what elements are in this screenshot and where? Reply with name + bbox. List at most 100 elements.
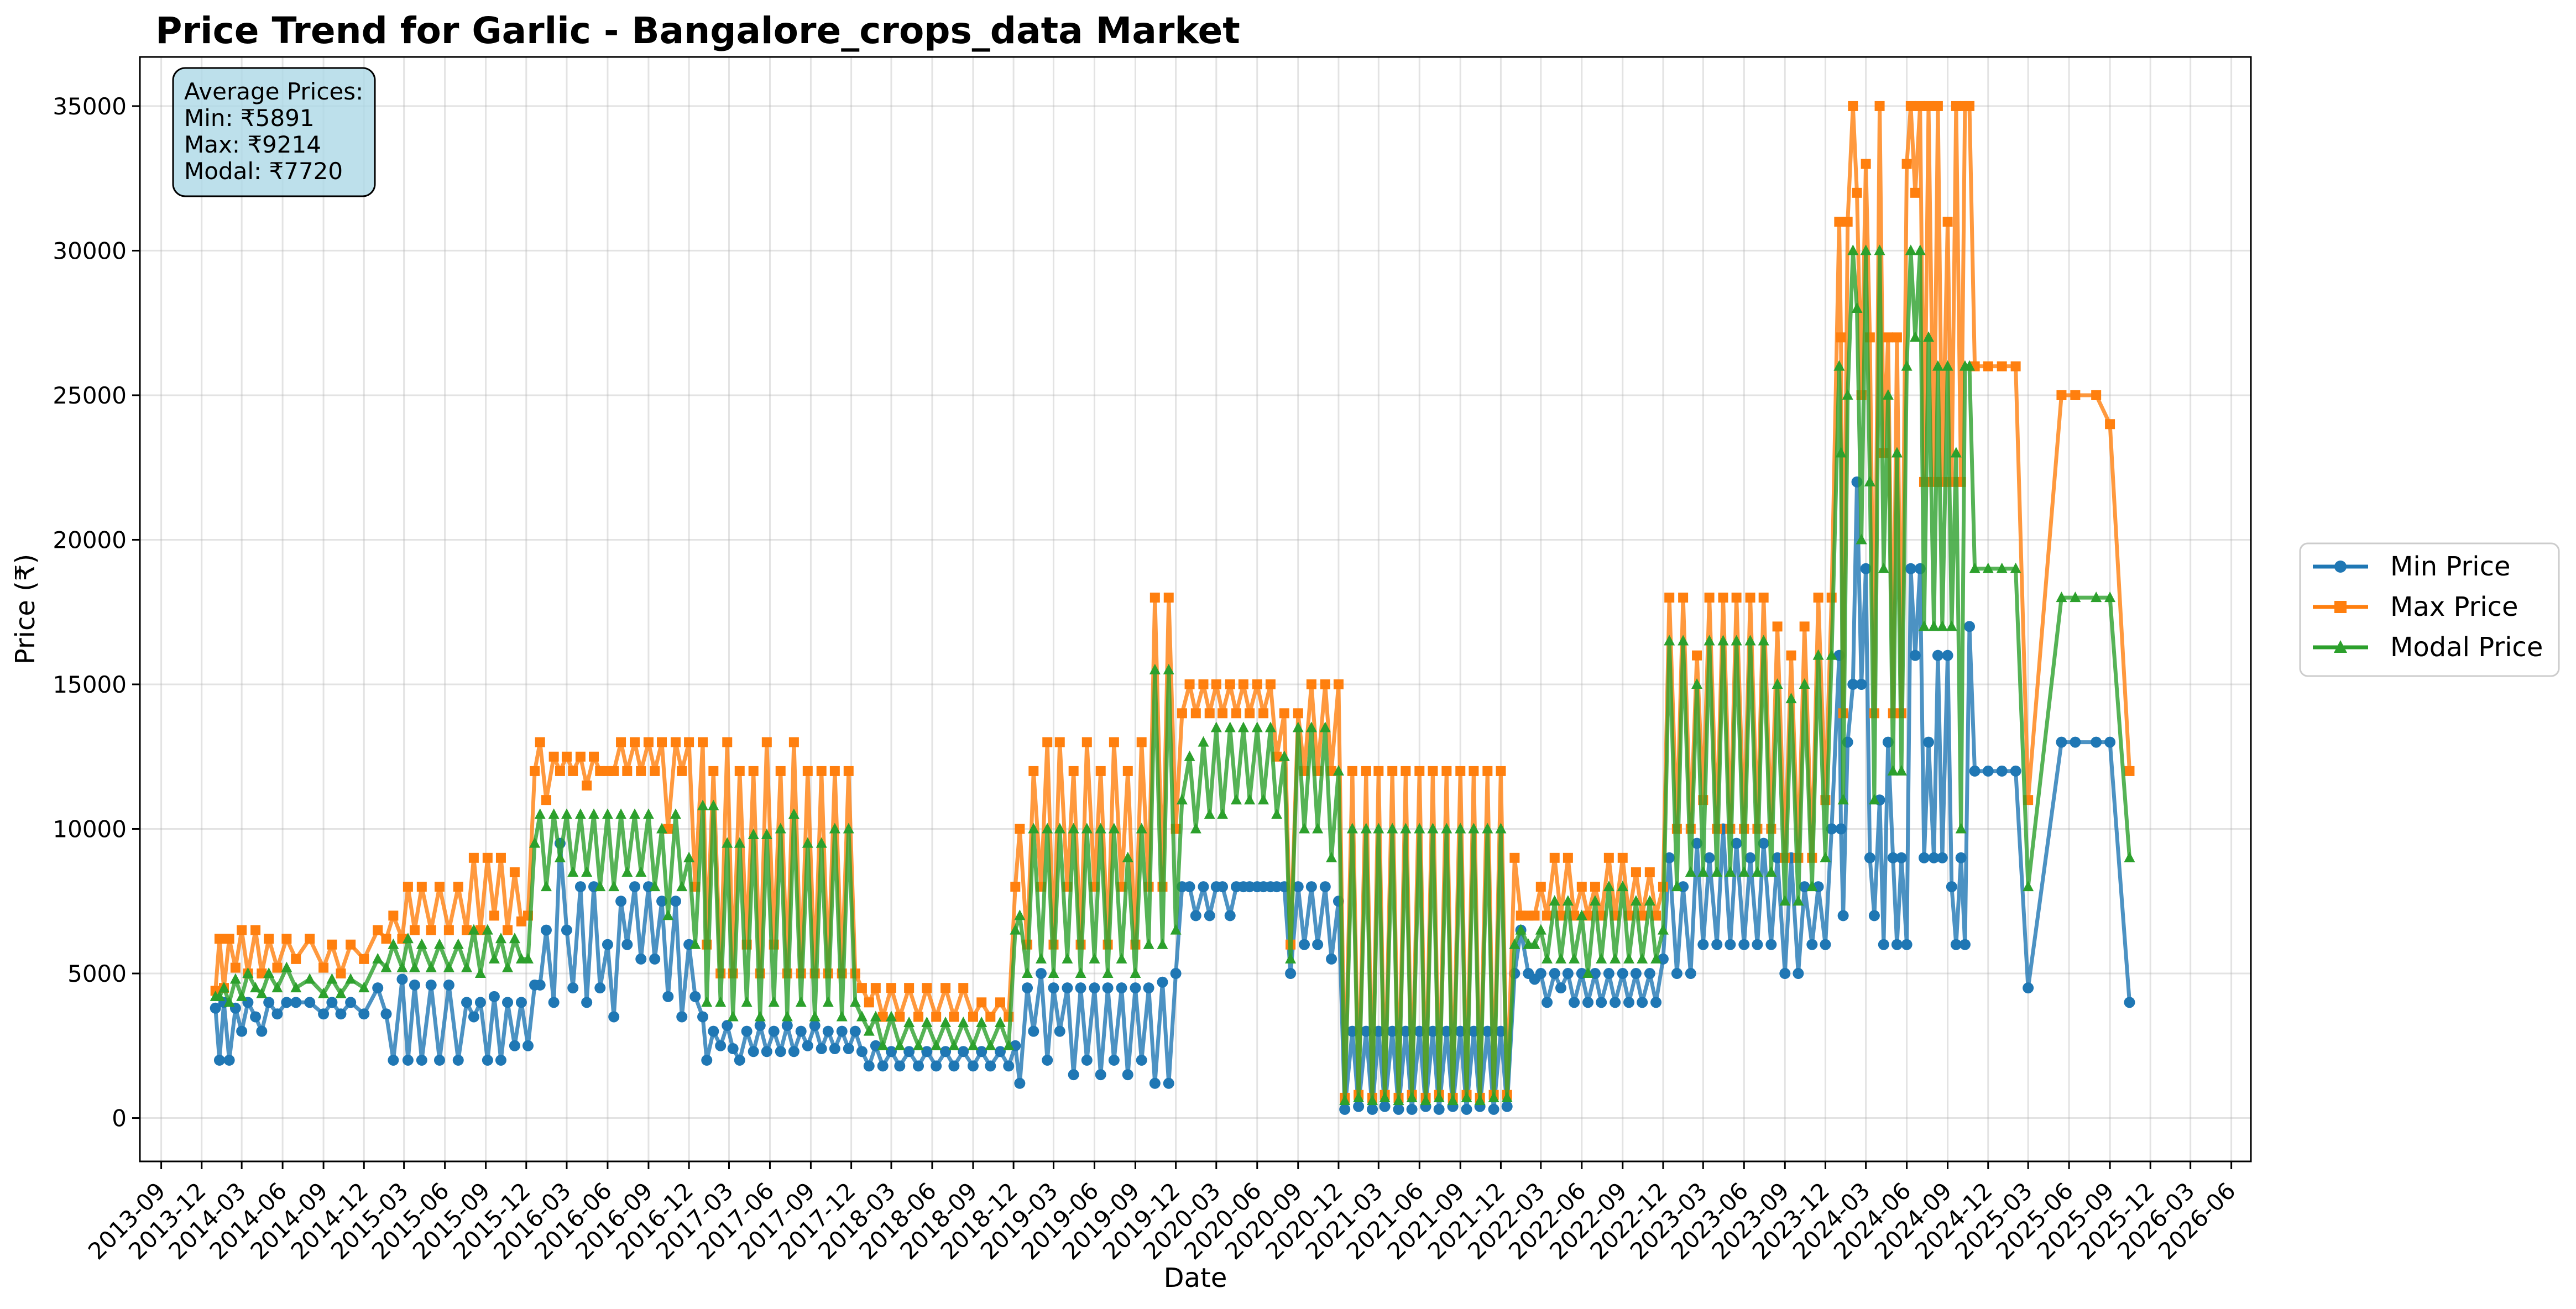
data-point-modal-price [829,823,840,834]
data-point-modal-price [1603,881,1614,892]
data-point-modal-price [468,924,479,935]
data-point-modal-price [642,808,654,819]
data-point-max-price [904,983,915,993]
data-point-modal-price [741,996,753,1007]
data-point-modal-price [1312,823,1324,834]
data-point-modal-price [1373,823,1384,834]
data-point-max-price [1428,766,1438,776]
data-point-max-price [281,934,292,944]
data-point-max-price [684,737,694,747]
data-point-modal-price [1678,635,1689,646]
data-point-modal-price [2091,591,2102,603]
data-point-modal-price [958,1016,969,1027]
data-point-max-price [575,751,586,762]
data-point-max-price [1901,159,1912,169]
data-point-max-price [291,954,301,964]
data-point-min-price [1671,968,1683,980]
data-point-modal-price [715,996,727,1007]
data-point-modal-price [1936,620,1948,631]
data-point-modal-price [802,837,813,848]
data-point-modal-price [1860,244,1872,255]
data-point-min-price [1367,1103,1378,1115]
legend-label-min-price: Min Price [2390,551,2511,582]
data-point-modal-price [602,808,613,819]
data-point-modal-price [1820,851,1831,862]
average-min-price: Min: ₹5891 [184,104,315,132]
data-point-min-price [1569,997,1580,1008]
data-point-max-price [670,737,681,747]
data-point-modal-price [409,961,420,972]
data-point-max-price [609,766,619,776]
data-point-min-price [1963,621,1975,632]
data-point-min-price [615,896,627,907]
data-point-min-price [1603,968,1614,980]
data-point-min-price [629,881,640,893]
data-point-max-price [1563,852,1573,863]
data-point-modal-price [452,938,464,949]
data-point-min-price [885,1046,897,1057]
data-point-min-price [788,1046,800,1057]
data-point-modal-price [1143,938,1154,949]
data-point-min-price [1089,982,1100,994]
data-point-min-price [715,1040,727,1051]
data-point-max-price [1218,708,1228,719]
data-point-modal-price [1427,823,1439,834]
data-point-modal-price [1003,1039,1015,1050]
data-point-min-price [913,1060,924,1072]
data-point-max-price [643,737,654,747]
data-point-max-price [1441,766,1452,776]
data-point-max-price [1951,101,1961,111]
data-point-max-price [1905,101,1916,111]
data-point-modal-price [1136,823,1147,834]
data-point-modal-price [1847,244,1859,255]
data-point-min-price [1075,982,1086,994]
data-point-min-price [1285,968,1297,980]
data-point-min-price [1393,1103,1404,1115]
data-point-min-price [1163,1077,1174,1089]
data-point-modal-price [1914,244,1926,255]
data-point-modal-price [1447,1095,1459,1106]
data-point-modal-price [1697,866,1709,877]
data-point-min-price [1946,881,1957,893]
data-point-modal-price [754,1010,766,1022]
data-point-min-price [1909,650,1921,661]
data-point-modal-price [1149,663,1161,674]
data-point-max-price [589,751,599,762]
data-point-max-price [1190,708,1201,719]
data-point-min-price [1054,1025,1065,1037]
data-point-max-price [426,925,436,935]
data-point-modal-price [2010,562,2021,573]
data-point-modal-price [1333,765,1344,776]
data-point-min-price [1068,1069,1079,1081]
data-point-modal-price [1895,765,1907,776]
series-lines [210,101,2135,1115]
data-point-max-price [1028,766,1039,776]
average-prices-box: Average Prices: Min: ₹5891 Max: ₹9214 Mo… [172,67,376,197]
data-point-min-price [676,1011,688,1023]
data-point-min-price [1891,939,1903,950]
data-point-modal-price [1799,678,1810,689]
data-point-max-price [1861,159,1871,169]
data-point-modal-price [1400,823,1412,834]
data-point-max-price [2056,390,2067,400]
legend-marker-modal-price [2334,640,2347,653]
data-point-modal-price [856,1010,868,1022]
data-point-modal-price [722,837,733,848]
data-point-max-price [958,983,969,993]
data-point-modal-price [380,961,392,972]
data-point-max-price [1469,766,1479,776]
data-point-max-price [940,983,951,993]
data-point-modal-price [615,808,627,819]
data-point-modal-price [1176,794,1188,805]
data-point-max-price [1258,708,1269,719]
y-tick-label: 5000 [67,960,127,987]
data-point-min-price [1685,968,1696,980]
data-point-modal-price [1198,736,1209,747]
average-prices-box-background [172,67,376,197]
data-point-max-price [582,781,592,791]
data-point-modal-price [1244,794,1256,805]
data-point-max-price [1542,910,1553,921]
data-point-max-price [1163,593,1174,603]
data-point-modal-price [1406,1091,1418,1102]
